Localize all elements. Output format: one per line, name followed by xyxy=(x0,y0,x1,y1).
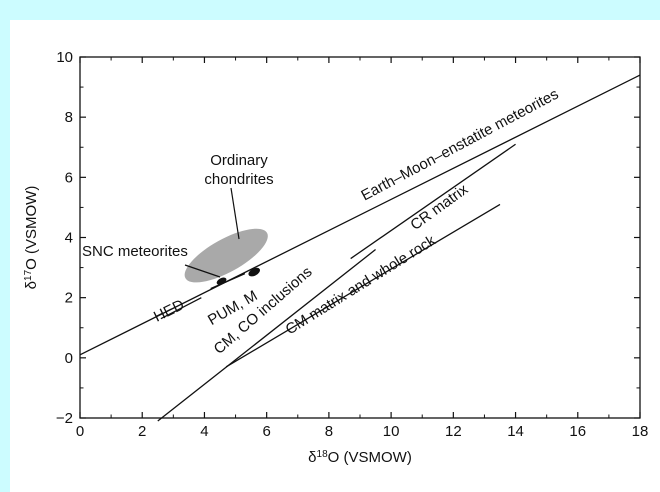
x-tick-label: 2 xyxy=(138,423,146,440)
y-tick-label: −2 xyxy=(56,410,73,427)
x-tick-label: 12 xyxy=(445,423,462,440)
y-tick-label: 4 xyxy=(65,230,73,247)
x-tick-label: 6 xyxy=(262,423,270,440)
y-tick-label: 0 xyxy=(65,350,73,367)
line-pum-m xyxy=(210,273,246,290)
x-tick-label: 8 xyxy=(325,423,333,440)
x-tick-label: 10 xyxy=(383,423,400,440)
y-tick-label: 6 xyxy=(65,169,73,186)
x-tick-label: 14 xyxy=(507,423,524,440)
leader-ordinary-chondrites xyxy=(230,187,240,240)
annotation-oc: Ordinary chondrites xyxy=(204,152,273,188)
line-cr-matrix xyxy=(350,143,516,260)
x-tick-label: 4 xyxy=(200,423,208,440)
leader-snc-meteorites xyxy=(184,264,221,278)
x-axis-title: δ18O (VSMOW) xyxy=(308,449,412,467)
lines-layer xyxy=(79,74,641,422)
y-tick-label: 10 xyxy=(56,49,73,66)
plot-frame xyxy=(79,56,641,419)
line-earth-moon-enstatite-meteorites xyxy=(79,74,641,356)
annotation-snc: SNC meteorites xyxy=(82,243,188,260)
annotation-cr: CR matrix xyxy=(407,181,471,234)
y-tick-label: 2 xyxy=(65,290,73,307)
line-hed xyxy=(160,297,202,320)
figure-panel: 0 2 4 6 8 10 12 14 16 18 −2 0 2 4 6 8 10 Ordinary chondri… xyxy=(10,20,660,492)
annotation-hed: HED xyxy=(151,296,187,325)
line-cm-co-inclusions xyxy=(157,249,376,422)
line-cm-matrix-and-whole-rock xyxy=(225,203,501,368)
x-tick-label: 18 xyxy=(632,423,649,440)
x-tick-label: 16 xyxy=(569,423,586,440)
annotation-cmwr: CM matrix and whole rock xyxy=(283,232,439,339)
region-ordinary-chondrites xyxy=(184,228,268,283)
y-tick-label: 8 xyxy=(65,109,73,126)
x-tick-label: 0 xyxy=(76,423,84,440)
y-axis-title: δ17O (VSMOW) xyxy=(23,186,41,290)
